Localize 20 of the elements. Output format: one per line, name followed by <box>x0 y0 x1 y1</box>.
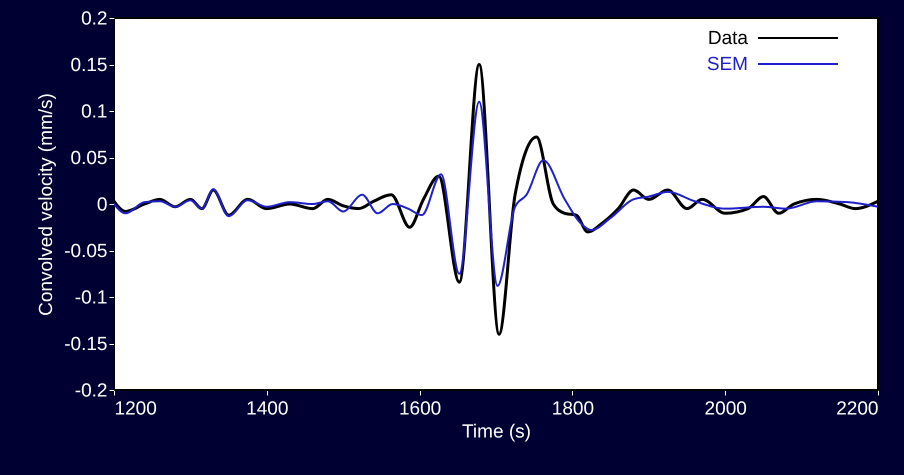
x-tick-label: 1800 <box>552 398 594 420</box>
x-tick-label: 1400 <box>246 398 288 420</box>
line-series <box>114 100 878 287</box>
y-tick-label: -0.1 <box>74 288 108 308</box>
y-tick-label: -0.15 <box>64 334 108 355</box>
x-tick-label: 1600 <box>398 398 442 420</box>
y-tick-label: -0.2 <box>74 380 108 402</box>
x-tick-label: 2200 <box>836 398 878 420</box>
x-tick-label: 2000 <box>704 398 747 420</box>
y-tick-label: 0 <box>96 194 108 216</box>
x-axis-title: Time (s) <box>462 422 531 442</box>
legend-label: Data <box>708 28 748 49</box>
y-tick-label: 0.15 <box>70 55 108 76</box>
y-axis-title: Convolved velocity (mm/s) <box>36 93 58 316</box>
y-tick-label: -0.05 <box>64 241 108 262</box>
y-tick-label: 0.05 <box>70 148 108 169</box>
legend-label: SEM <box>706 54 748 75</box>
x-tick-label: 1200 <box>114 398 157 420</box>
y-tick-label: 0.2 <box>81 8 108 30</box>
y-tick-label: 0.1 <box>81 102 108 122</box>
